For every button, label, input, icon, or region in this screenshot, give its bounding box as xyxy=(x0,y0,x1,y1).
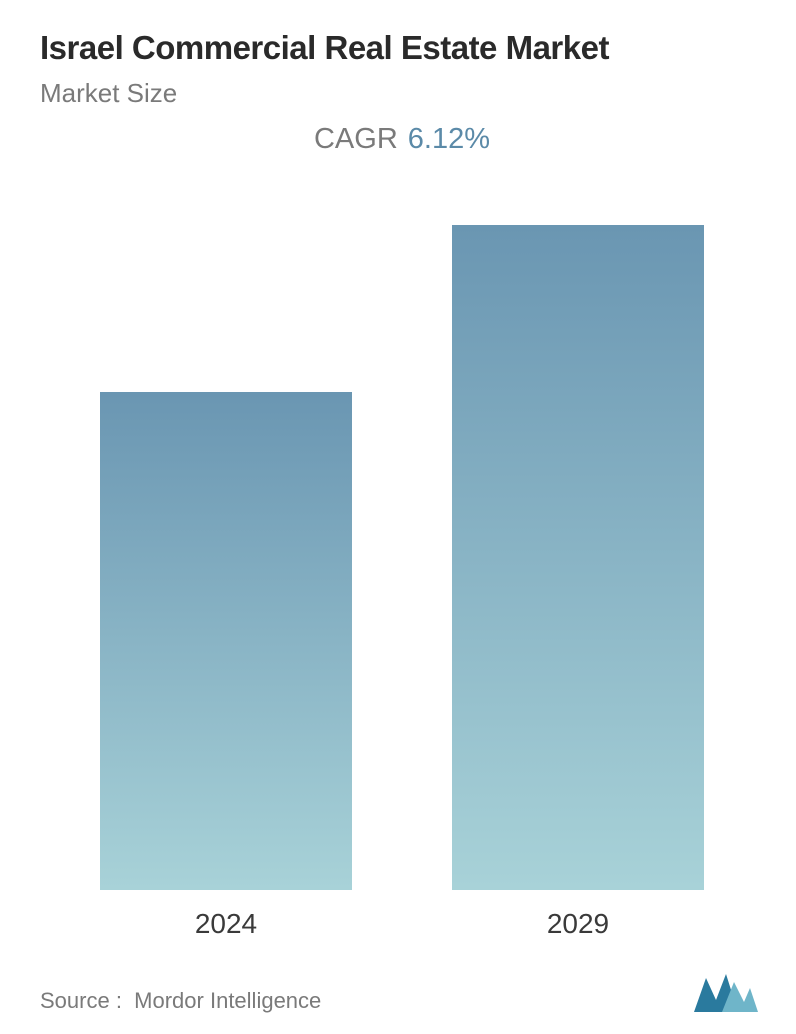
chart-title: Israel Commercial Real Estate Market xyxy=(40,28,764,68)
cagr-value: 6.12% xyxy=(408,123,490,155)
chart-footer: Source : Mordor Intelligence xyxy=(40,952,764,1014)
bar-1 xyxy=(452,225,704,890)
source-label: Source : xyxy=(40,988,122,1013)
cagr-label: CAGR xyxy=(314,123,398,155)
source-text: Source : Mordor Intelligence xyxy=(40,988,321,1014)
chart-area: 2024 2029 xyxy=(40,156,764,940)
chart-container: Israel Commercial Real Estate Market Mar… xyxy=(0,0,796,1034)
cagr-row: CAGR 6.12% xyxy=(40,123,764,156)
bar-0 xyxy=(100,392,352,890)
bar-group-0: 2024 xyxy=(100,392,352,940)
source-name: Mordor Intelligence xyxy=(134,988,321,1013)
chart-subtitle: Market Size xyxy=(40,78,764,109)
bar-label-1: 2029 xyxy=(547,908,609,940)
mordor-logo-icon xyxy=(692,970,760,1014)
bar-label-0: 2024 xyxy=(195,908,257,940)
bar-group-1: 2029 xyxy=(452,225,704,940)
